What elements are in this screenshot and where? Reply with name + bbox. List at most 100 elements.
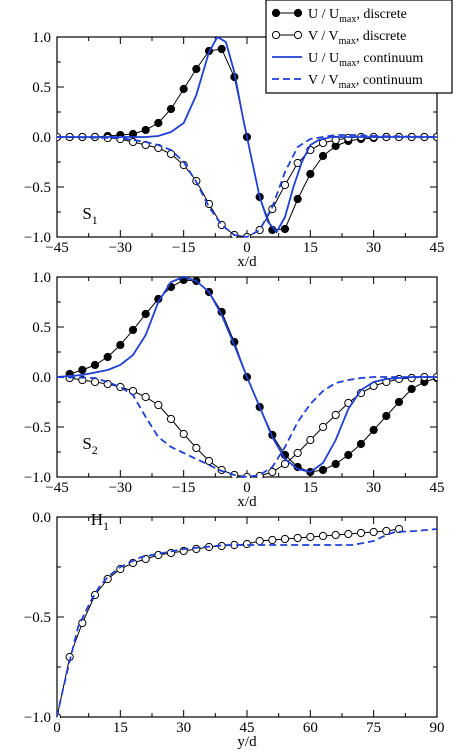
y-tick-label: 1.0 — [32, 270, 51, 286]
panels: −45 −30 −15 0 15 30 451.00.50.0−0.5−1.0x/dS1−4… — [24, 30, 445, 750]
y-tick-label: 0.5 — [32, 320, 51, 336]
series-line-v-vmax-continuum — [57, 134, 437, 238]
y-tick-label: −1.0 — [24, 230, 51, 246]
data-point — [356, 528, 366, 538]
data-point — [318, 531, 328, 541]
y-tick-label: 0.0 — [32, 370, 51, 386]
data-point — [204, 456, 214, 466]
data-point — [141, 392, 150, 402]
data-point — [128, 325, 138, 335]
data-point — [166, 149, 176, 159]
data-point — [242, 539, 252, 549]
legend-marker — [293, 8, 303, 18]
data-point — [90, 360, 100, 370]
data-point — [192, 544, 201, 554]
legend-marker — [293, 30, 303, 40]
data-point — [192, 64, 201, 74]
legend-label: U / Umax, discrete — [308, 7, 407, 25]
data-point — [382, 411, 391, 421]
y-tick-label: −0.5 — [24, 610, 51, 626]
x-axis-label: y/d — [237, 734, 257, 750]
x-tick-label: 75 — [366, 720, 381, 736]
panel-label: H1 — [91, 510, 109, 533]
data-point — [344, 529, 353, 539]
x-tick-label: 30 — [366, 240, 381, 256]
data-point — [318, 151, 328, 161]
data-point — [293, 533, 302, 543]
data-point — [217, 44, 226, 54]
data-point — [166, 414, 176, 424]
x-tick-label: 30 — [366, 480, 381, 496]
data-point — [306, 435, 315, 445]
series-line-u-umax-discrete — [69, 279, 437, 473]
x-axis-label: x/d — [237, 254, 257, 270]
legend-label: V / Vmax, discrete — [308, 29, 406, 47]
y-tick-label: 0.5 — [32, 80, 51, 96]
data-point — [116, 340, 125, 350]
data-point — [116, 564, 125, 574]
data-point — [356, 439, 366, 449]
data-point — [318, 422, 328, 432]
x-tick-label: −15 — [172, 240, 195, 256]
series-line-v-vmax-continuum — [57, 376, 437, 478]
data-point — [318, 465, 328, 475]
legend-entry-v-discrete: V / Vmax, discrete — [271, 29, 406, 47]
panel-label: S1 — [82, 204, 97, 227]
x-tick-label: 15 — [303, 480, 318, 496]
x-tick-label: 60 — [303, 720, 318, 736]
y-tick-label: 0.0 — [32, 510, 51, 526]
x-tick-label: 45 — [240, 720, 255, 736]
panel-1: −45 −30 −15 0 15 30 45 1.0 0.5 0.0 −0.5 −1.0 x/d S1 — [24, 30, 445, 270]
data-point — [293, 194, 302, 204]
legend-label: V / Vmax, continuum — [308, 73, 423, 91]
data-point — [154, 118, 163, 128]
series-line-v-vmax-discrete — [57, 136, 437, 238]
data-point — [166, 104, 176, 114]
legend-label: U / Umax, continuum — [308, 51, 423, 69]
data-point — [128, 137, 138, 147]
legend: U / Umax, discrete V / Vmax, discrete U / … — [265, 0, 453, 94]
data-point — [394, 397, 404, 407]
x-tick-label: −30 — [109, 240, 132, 256]
data-point — [179, 429, 188, 439]
data-point — [369, 425, 378, 435]
series-line-v-vmax-discrete — [57, 528, 400, 718]
data-point — [280, 224, 290, 234]
data-point — [78, 365, 87, 375]
data-point — [179, 84, 188, 94]
x-tick-label: 30 — [176, 720, 191, 736]
y-tick-label: 1.0 — [32, 30, 51, 46]
data-point — [255, 536, 264, 546]
data-point — [331, 530, 340, 540]
y-tick-label: −1.0 — [24, 470, 51, 486]
x-tick-label: −45 — [45, 480, 68, 496]
series-line-u-umax-continuum — [57, 36, 437, 234]
data-point — [331, 410, 340, 420]
legend-marker — [271, 8, 281, 18]
data-point — [280, 459, 290, 469]
x-tick-label: 15 — [113, 720, 128, 736]
data-point — [344, 450, 353, 460]
legend-entry-v-continuum: V / Vmax, continuum — [272, 73, 423, 91]
data-point — [154, 400, 163, 410]
x-tick-label: 0 — [53, 720, 61, 736]
data-point — [103, 352, 112, 362]
data-point — [369, 527, 378, 537]
x-tick-label: 90 — [430, 720, 445, 736]
x-tick-label: 0 — [243, 480, 251, 496]
data-point — [306, 532, 315, 542]
y-tick-label: −0.5 — [24, 180, 51, 196]
data-point — [331, 459, 340, 469]
series-line-v-vmax-continuum — [57, 528, 437, 718]
data-point — [103, 574, 112, 584]
data-point — [268, 535, 277, 545]
data-point — [192, 443, 201, 453]
data-point — [280, 180, 290, 190]
panel-2: −45 −30 −15 0 15 30 45 1.0 0.5 0.0 −0.5 −1.0 x/d S2 — [24, 270, 445, 510]
x-tick-label: 45 — [430, 240, 445, 256]
legend-marker — [271, 30, 281, 40]
x-tick-label: 15 — [303, 240, 318, 256]
data-point — [306, 169, 315, 179]
data-point — [141, 309, 150, 319]
data-point — [280, 534, 290, 544]
